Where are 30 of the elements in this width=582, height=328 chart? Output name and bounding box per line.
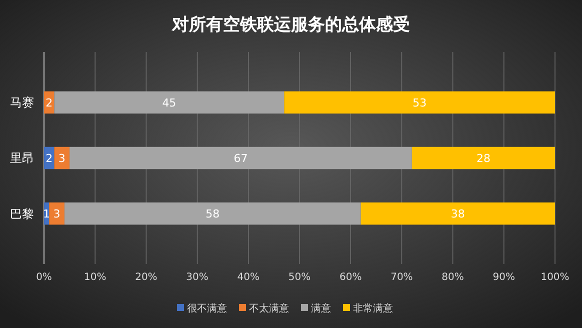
y-tick-label: 马赛 — [10, 96, 34, 110]
x-tick-label: 100% — [540, 272, 570, 283]
data-label: 1 — [43, 207, 50, 220]
x-tick-label: 20% — [135, 272, 158, 283]
chart-title: 对所有空铁联运服务的总体感受 — [171, 15, 410, 35]
legend-label: 非常满意 — [353, 302, 393, 314]
y-tick-label: 里昂 — [10, 151, 34, 166]
data-label: 58 — [206, 207, 220, 220]
data-label: 2 — [46, 152, 53, 165]
x-tick-label: 30% — [186, 272, 208, 283]
x-tick-label: 0% — [36, 272, 52, 283]
data-label: 38 — [450, 207, 465, 220]
data-label: 3 — [58, 152, 66, 165]
x-tick-label: 50% — [288, 272, 311, 283]
data-label: 53 — [412, 96, 427, 110]
x-tick-label: 10% — [84, 272, 106, 283]
legend-label: 不太满意 — [249, 302, 289, 314]
data-label: 3 — [53, 207, 60, 220]
y-tick-label: 巴黎 — [10, 206, 34, 221]
x-tick-label: 40% — [237, 272, 260, 283]
x-tick-label: 80% — [442, 272, 464, 283]
legend-label: 满意 — [311, 302, 331, 314]
data-label: 45 — [162, 96, 176, 110]
legend-label: 很不满意 — [187, 302, 227, 314]
data-label: 2 — [46, 96, 53, 110]
data-label: 28 — [476, 152, 490, 165]
data-label: 67 — [234, 152, 248, 165]
x-tick-label: 60% — [339, 272, 362, 283]
x-tick-label: 90% — [492, 272, 516, 283]
x-tick-label: 70% — [390, 272, 413, 283]
